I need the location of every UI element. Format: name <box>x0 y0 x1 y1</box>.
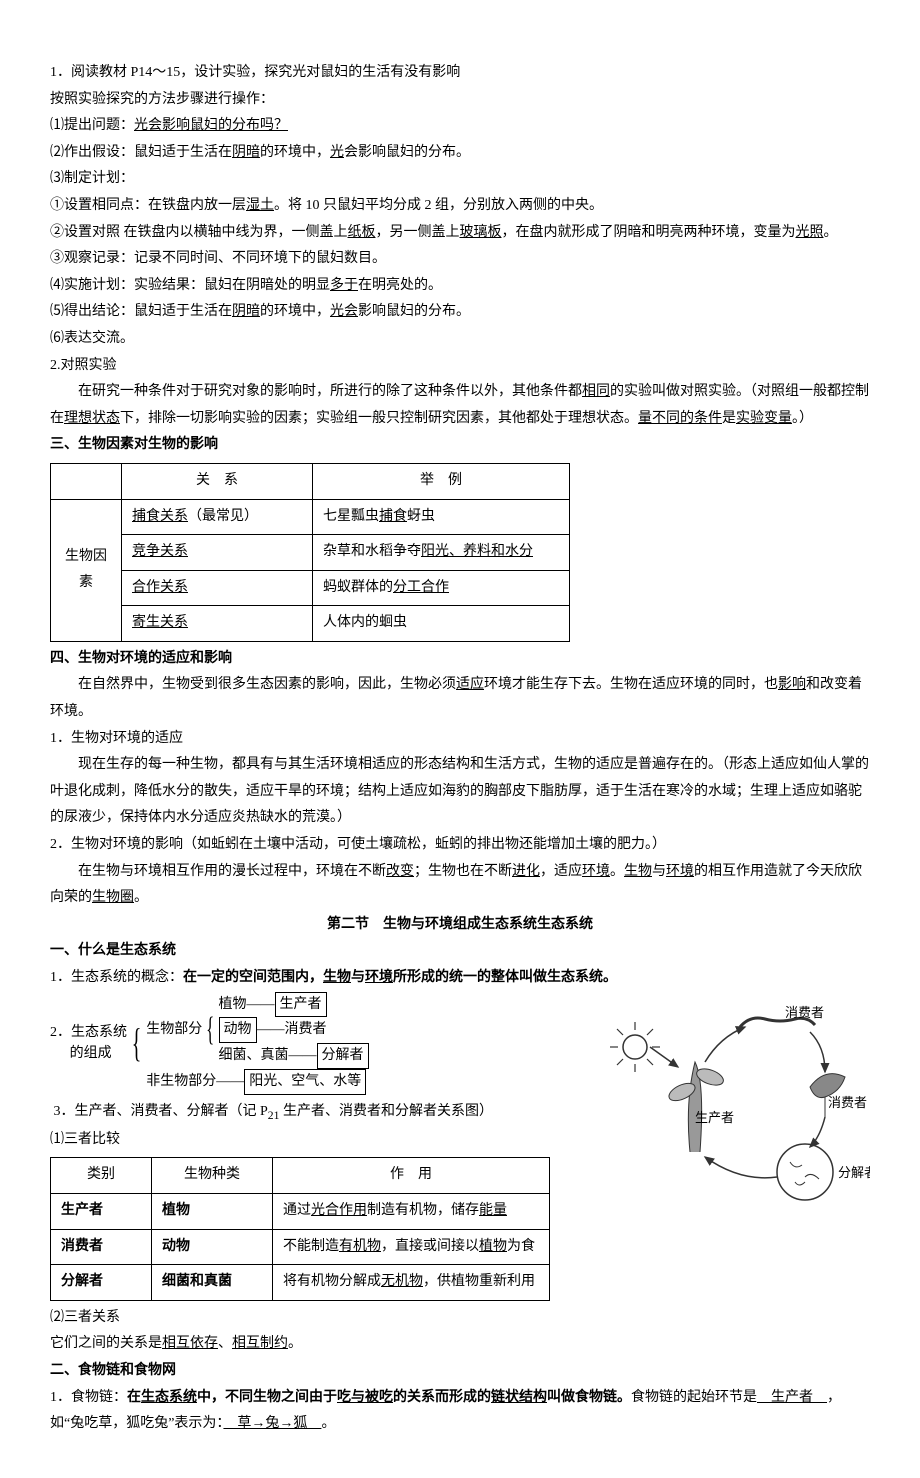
sec4-h1: 1．生物对环境的适应 <box>50 726 870 753</box>
nonbio-box: 阳光、空气、水等 <box>244 1069 366 1095</box>
ex-3: 蚂蚁群体的分工合作 <box>313 570 570 606</box>
rel-2: 竞争关系 <box>122 535 313 571</box>
sec4-p2: 现在生存的每一种生物，都具有与其生活环境相适应的形态结构和生活方式，生物的适应是… <box>50 752 870 832</box>
step2: ②设置对照 在铁盘内以横轴中线为界，一侧盖上纸板，另一侧盖上玻璃板，在盘内就形成… <box>50 220 870 247</box>
th-kind: 类别 <box>51 1158 152 1194</box>
producer-table: 类别 生物种类 作 用 生产者 植物 通过光合作用制造有机物，储存能量 消费者 … <box>50 1157 550 1300</box>
line-1: 1．阅读教材 P14～15，设计实验，探究光对鼠妇的生活有没有影响 <box>50 60 870 87</box>
control-title: 2.对照实验 <box>50 353 870 380</box>
rel-1: 捕食关系（最常见） <box>122 499 313 535</box>
compare-title: ⑴三者比较 <box>50 1127 590 1154</box>
step4: ⑷实施计划：实验结果：鼠妇在阴暗处的明显多于在明亮处的。 <box>50 273 870 300</box>
q-text: 光会影响鼠妇的分布吗？ <box>134 118 288 133</box>
food-l2: 如“兔吃草，狐吃兔”表示为： 草→兔→狐 。 <box>50 1411 870 1438</box>
diag-consumer1-label: 消费者 <box>785 1005 824 1020</box>
th-relation: 关 系 <box>122 463 313 499</box>
step5: ⑸得出结论：鼠妇适于生活在阴暗的环境中，光会影响鼠妇的分布。 <box>50 299 870 326</box>
step3: ③观察记录：记录不同时间、不同环境下的鼠妇数目。 <box>50 246 870 273</box>
eco-concept: 1．生态系统的概念：在一定的空间范围内，生物与环境所形成的统一的整体叫做生态系统… <box>50 965 870 992</box>
animal-box: 动物 <box>219 1017 257 1043</box>
food-l1: 1．食物链：在生态系统中，不同生物之间由于吃与被吃的关系而形成的链状结构叫做食物… <box>50 1385 870 1412</box>
producer-box: 生产者 <box>275 992 327 1018</box>
th-example: 举 例 <box>313 463 570 499</box>
section2-title: 第二节 生物与环境组成生态系统生态系统 <box>50 912 870 939</box>
diag-decomposer-label: 分解者 <box>838 1165 870 1180</box>
step6: ⑹表达交流。 <box>50 326 870 353</box>
brace-icon: { <box>206 1013 214 1047</box>
eco-h1: 一、什么是生态系统 <box>50 938 870 965</box>
sec4-p1: 在自然界中，生物受到很多生态因素的影响，因此，生物必须适应环境才能生存下去。生物… <box>50 672 870 725</box>
question: ⑴提出问题：光会影响鼠妇的分布吗？ <box>50 113 870 140</box>
step1: ①设置相同点：在铁盘内放一层湿土。将 10 只鼠妇平均分成 2 组，分别放入两侧… <box>50 193 870 220</box>
rel-4: 寄生关系 <box>122 606 313 642</box>
rel-body: 它们之间的关系是相互依存、相互制约。 <box>50 1331 870 1358</box>
plan-title: ⑶制定计划： <box>50 166 870 193</box>
sec4-h2: 2．生物对环境的影响（如蚯蚓在土壤中活动，可使土壤疏松，蚯蚓的排出物还能增加土壤… <box>50 832 870 859</box>
row-label: 生物因素 <box>51 499 122 641</box>
rel-3: 合作关系 <box>122 570 313 606</box>
control-body: 在研究一种条件对于研究对象的影响时，所进行的除了这种条件以外，其他条件都相同的实… <box>50 379 870 432</box>
th-species: 生物种类 <box>152 1158 273 1194</box>
line-2: 按照实验探究的方法步骤进行操作： <box>50 87 870 114</box>
rel-title: ⑵三者关系 <box>50 1305 870 1332</box>
sec4-title: 四、生物对环境的适应和影响 <box>50 646 870 673</box>
ex-2: 杂草和水稻争夺阳光、养料和水分 <box>313 535 570 571</box>
cycle-diagram: 生产者 消费者 消费者 分解者 <box>610 992 870 1212</box>
ex-4: 人体内的蛔虫 <box>313 606 570 642</box>
hypothesis: ⑵作出假设：鼠妇适于生活在阴暗的环境中，光会影响鼠妇的分布。 <box>50 140 870 167</box>
sec3-title: 三、生物因素对生物的影响 <box>50 432 870 459</box>
eco-h3: 3．生产者、消费者、分解者（记 P21 生产者、消费者和分解者关系图） <box>50 1099 590 1127</box>
brace-icon: { <box>132 1023 142 1063</box>
q-label: ⑴提出问题： <box>50 118 134 133</box>
th-role: 作 用 <box>273 1158 550 1194</box>
diag-consumer2-label: 消费者 <box>828 1095 867 1110</box>
food-title: 二、食物链和食物网 <box>50 1358 870 1385</box>
ex-1: 七星瓢虫捕食蚜虫 <box>313 499 570 535</box>
decomposer-box: 分解者 <box>317 1043 369 1069</box>
sec4-p3: 在生物与环境相互作用的漫长过程中，环境在不断改变；生物也在不断进化，适应环境。生… <box>50 859 870 912</box>
composition-tree: 2．生态系统 的组成 { 生物部分 { 植物——生产者 动物——消费者 细菌、真… <box>50 992 590 1095</box>
relation-table: 关 系 举 例 生物因素 捕食关系（最常见） 七星瓢虫捕食蚜虫 竞争关系 杂草和… <box>50 463 570 642</box>
diag-producer-label: 生产者 <box>695 1110 734 1125</box>
